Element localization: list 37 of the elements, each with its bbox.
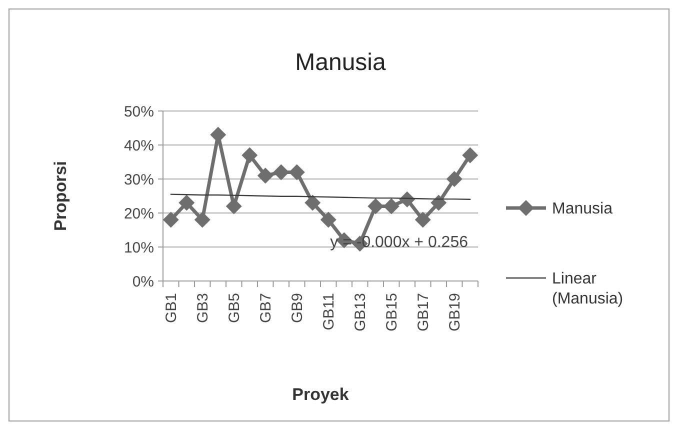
point	[162, 212, 179, 228]
point	[273, 164, 290, 180]
legend-label: Manusia	[552, 200, 613, 218]
legend-label: Linear (Manusia)	[552, 270, 624, 308]
point	[257, 168, 274, 184]
y-tick-label: 20%	[124, 205, 154, 222]
point	[178, 194, 195, 211]
x-tick-label: GB5	[226, 293, 244, 324]
point	[304, 194, 321, 211]
y-tick-label: 30%	[124, 171, 154, 188]
x-tick-label: GB1	[163, 293, 180, 324]
point	[368, 198, 384, 214]
x-tick-label: GB13	[352, 293, 370, 332]
x-tick-label: GB15	[384, 293, 401, 332]
point	[462, 147, 478, 164]
point	[320, 212, 336, 228]
x-tick-label: GB17	[415, 293, 432, 332]
point	[383, 198, 400, 214]
point	[288, 164, 305, 180]
x-axis-title: Proyek	[292, 385, 350, 404]
x-tick-label: GB9	[289, 293, 306, 324]
x-tick-label: GB3	[194, 293, 212, 324]
point	[242, 147, 258, 164]
point	[430, 194, 447, 211]
point	[194, 212, 210, 228]
y-tick-label: 50%	[124, 103, 154, 120]
y-tick-label: 40%	[124, 137, 154, 154]
point	[226, 198, 242, 214]
x-tick-label: GB11	[320, 293, 338, 330]
x-tick-label: GB19	[446, 293, 464, 332]
point	[446, 171, 462, 187]
y-tick-label: 0%	[132, 273, 154, 290]
point	[414, 212, 431, 228]
x-tick-label: GB7	[258, 293, 275, 324]
y-tick-label: 10%	[124, 239, 154, 256]
chart-title: Manusia	[295, 49, 387, 76]
y-axis-title: Proporsi	[51, 161, 70, 231]
